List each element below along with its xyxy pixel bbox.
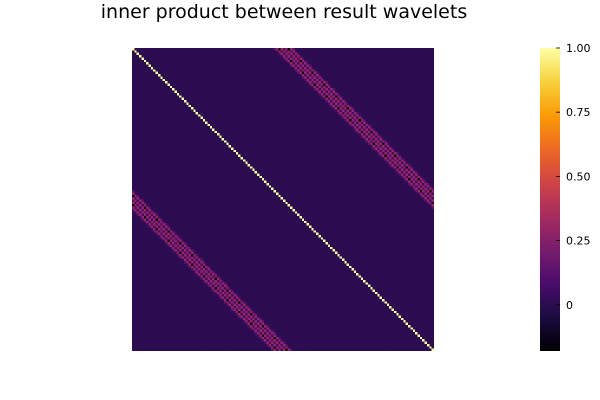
colorbar-tick-label: 0.25 xyxy=(566,235,591,248)
colorbar-gradient xyxy=(540,48,560,351)
colorbar-ticks: 0 0.25 0.50 0.75 1.00 xyxy=(556,42,591,312)
chart-title: inner product between result wavelets xyxy=(100,1,468,23)
heatmap-cells xyxy=(132,48,434,351)
colorbar-tick-label: 0 xyxy=(566,299,573,312)
colorbar-tick-label: 0.50 xyxy=(566,170,591,183)
heatmap-plot-area xyxy=(132,48,434,351)
colorbar-tick-label: 1.00 xyxy=(566,42,591,55)
colorbar xyxy=(540,48,560,351)
colorbar-tick-label: 0.75 xyxy=(566,106,591,119)
